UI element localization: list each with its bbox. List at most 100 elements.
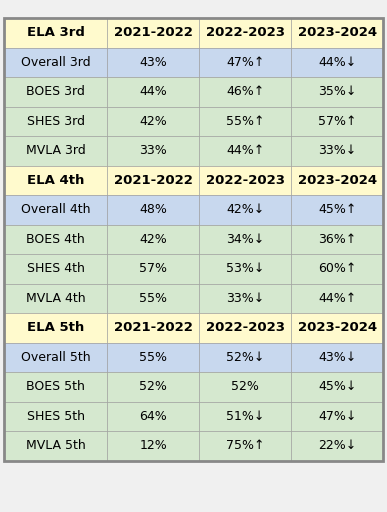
Bar (291, 48, 383, 77)
Text: 48%: 48% (139, 203, 167, 216)
Bar (199, 372, 291, 401)
Bar (291, 18, 383, 48)
Text: 60%↑: 60%↑ (318, 262, 356, 275)
Bar (291, 254, 383, 284)
Text: SHES 3rd: SHES 3rd (27, 115, 84, 128)
Text: SHES 4th: SHES 4th (27, 262, 84, 275)
Text: 2023-2024: 2023-2024 (298, 26, 377, 39)
Text: 51%↓: 51%↓ (226, 410, 264, 423)
Bar (291, 284, 383, 313)
Bar (4, 136, 107, 165)
Text: BOES 3rd: BOES 3rd (26, 86, 85, 98)
Text: Overall 4th: Overall 4th (21, 203, 90, 216)
Text: 2022-2023: 2022-2023 (206, 321, 285, 334)
Bar (4, 431, 107, 460)
Bar (4, 48, 107, 77)
Text: 52%: 52% (139, 380, 167, 393)
Text: 42%↓: 42%↓ (226, 203, 264, 216)
Text: 47%↑: 47%↑ (226, 56, 264, 69)
Bar (291, 136, 383, 165)
Text: 52%↓: 52%↓ (226, 351, 264, 364)
Bar (199, 254, 291, 284)
Text: MVLA 4th: MVLA 4th (26, 292, 86, 305)
Text: 47%↓: 47%↓ (318, 410, 356, 423)
Text: ELA 5th: ELA 5th (27, 321, 84, 334)
Text: 53%↓: 53%↓ (226, 262, 264, 275)
Text: 2022-2023: 2022-2023 (206, 26, 285, 39)
Text: ELA 3rd: ELA 3rd (27, 26, 84, 39)
Bar (4, 18, 107, 48)
Text: 2021-2022: 2021-2022 (114, 174, 193, 187)
Bar (4, 401, 107, 431)
Text: Overall 3rd: Overall 3rd (21, 56, 90, 69)
Bar (291, 165, 383, 195)
Bar (291, 195, 383, 224)
Text: 55%: 55% (139, 351, 167, 364)
Bar (199, 18, 291, 48)
Text: 52%: 52% (231, 380, 259, 393)
Text: ELA 4th: ELA 4th (27, 174, 84, 187)
Bar (107, 224, 199, 254)
Bar (291, 431, 383, 460)
Bar (107, 372, 199, 401)
Bar (107, 106, 199, 136)
Bar (291, 106, 383, 136)
Text: 36%↑: 36%↑ (318, 233, 356, 246)
Text: 42%: 42% (139, 115, 167, 128)
Bar (199, 431, 291, 460)
Bar (107, 77, 199, 106)
Bar (291, 372, 383, 401)
Bar (4, 372, 107, 401)
Text: 2023-2024: 2023-2024 (298, 174, 377, 187)
Bar (4, 106, 107, 136)
Text: 44%↑: 44%↑ (226, 144, 264, 157)
Text: 35%↓: 35%↓ (318, 86, 356, 98)
Bar (4, 165, 107, 195)
Bar (199, 343, 291, 372)
Bar (199, 106, 291, 136)
Bar (107, 195, 199, 224)
Text: 57%↑: 57%↑ (318, 115, 356, 128)
Text: 45%↑: 45%↑ (318, 203, 356, 216)
Text: BOES 5th: BOES 5th (26, 380, 85, 393)
Text: 22%↓: 22%↓ (318, 439, 356, 452)
Bar (199, 401, 291, 431)
Text: 57%: 57% (139, 262, 167, 275)
Text: 46%↑: 46%↑ (226, 86, 264, 98)
Text: 33%: 33% (139, 144, 167, 157)
Bar (199, 165, 291, 195)
Bar (291, 401, 383, 431)
Bar (4, 343, 107, 372)
Text: 2022-2023: 2022-2023 (206, 174, 285, 187)
Bar (199, 136, 291, 165)
Bar (4, 313, 107, 343)
Bar (291, 343, 383, 372)
Bar (199, 77, 291, 106)
Text: MVLA 3rd: MVLA 3rd (26, 144, 86, 157)
Text: 33%↓: 33%↓ (318, 144, 356, 157)
Text: 34%↓: 34%↓ (226, 233, 264, 246)
Bar (4, 284, 107, 313)
Bar (107, 48, 199, 77)
Bar (199, 195, 291, 224)
Bar (4, 18, 383, 460)
Bar (291, 224, 383, 254)
Text: 64%: 64% (139, 410, 167, 423)
Bar (4, 195, 107, 224)
Text: MVLA 5th: MVLA 5th (26, 439, 86, 452)
Bar (107, 136, 199, 165)
Text: 43%: 43% (139, 56, 167, 69)
Bar (107, 254, 199, 284)
Text: BOES 4th: BOES 4th (26, 233, 85, 246)
Text: 2021-2022: 2021-2022 (114, 321, 193, 334)
Text: 42%: 42% (139, 233, 167, 246)
Text: 75%↑: 75%↑ (226, 439, 264, 452)
Bar (199, 313, 291, 343)
Bar (199, 48, 291, 77)
Bar (4, 77, 107, 106)
Bar (107, 431, 199, 460)
Text: SHES 5th: SHES 5th (27, 410, 84, 423)
Bar (107, 284, 199, 313)
Text: 44%↓: 44%↓ (318, 56, 356, 69)
Bar (107, 401, 199, 431)
